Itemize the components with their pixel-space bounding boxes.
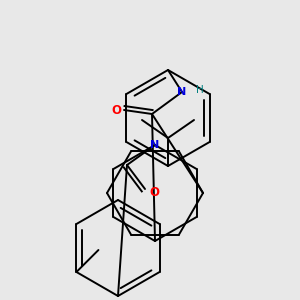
Text: O: O — [111, 103, 121, 116]
Text: H: H — [196, 85, 204, 95]
Text: N: N — [150, 140, 160, 150]
Text: N: N — [177, 87, 187, 97]
Text: O: O — [149, 185, 159, 199]
